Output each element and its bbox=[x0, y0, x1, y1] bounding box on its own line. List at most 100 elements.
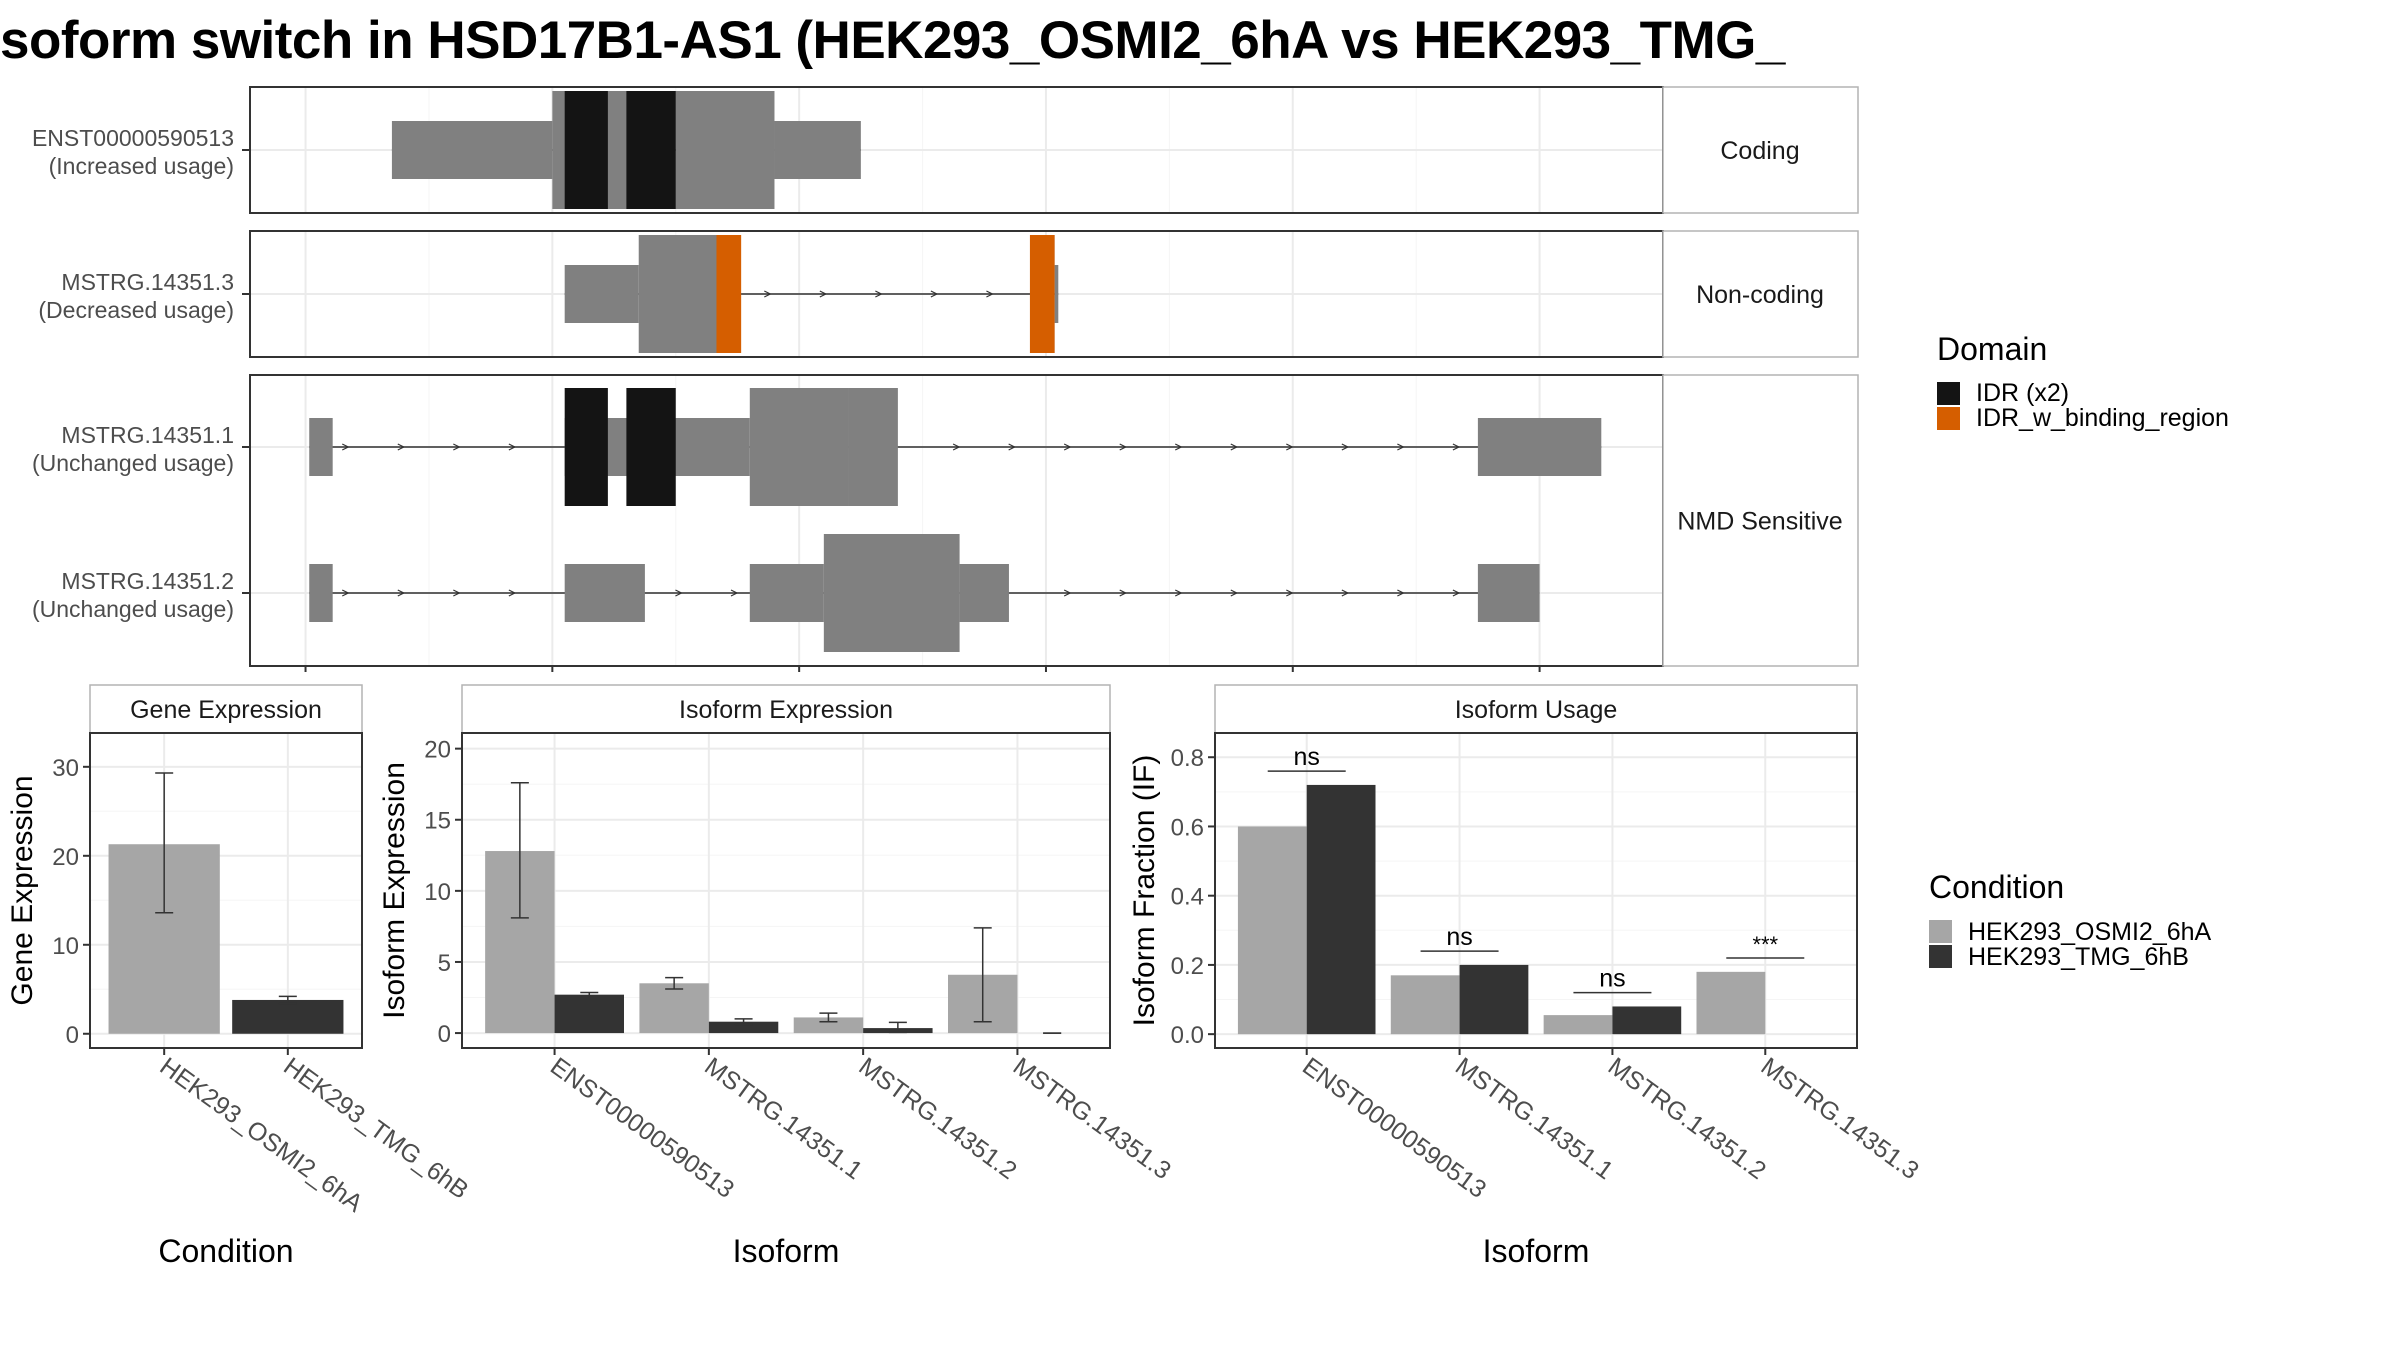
y-tick-label: 0.8 bbox=[1171, 745, 1204, 772]
exon-block bbox=[638, 235, 732, 353]
bar bbox=[639, 983, 709, 1034]
exon-block bbox=[848, 388, 898, 506]
exon-block bbox=[823, 534, 960, 652]
exon-block bbox=[564, 564, 645, 622]
exon-block bbox=[774, 121, 861, 179]
bar bbox=[1696, 971, 1766, 1035]
panel-frame bbox=[1214, 732, 1858, 1049]
intron-arrow bbox=[508, 589, 517, 597]
legend-label: IDR (x2) bbox=[1976, 379, 2069, 407]
strip-label: Gene Expression bbox=[130, 696, 322, 724]
intron-arrow bbox=[1452, 443, 1461, 451]
strip-box bbox=[1662, 86, 1859, 214]
domain-block bbox=[564, 388, 608, 506]
isoform-label: MSTRG.14351.2 bbox=[61, 568, 234, 594]
intron-arrow bbox=[952, 443, 961, 451]
x-axis-title: Isoform bbox=[733, 1233, 840, 1269]
intron-arrow bbox=[1008, 443, 1016, 451]
bar bbox=[793, 1017, 864, 1034]
strip-label: Isoform Usage bbox=[1455, 696, 1618, 724]
exon-block bbox=[959, 564, 1009, 622]
isoform-label: MSTRG.14351.3 bbox=[61, 269, 234, 295]
intron-arrow bbox=[1063, 443, 1072, 451]
isoform-usage-label: (Unchanged usage) bbox=[32, 450, 234, 476]
bar bbox=[708, 1021, 779, 1034]
y-tick-label: 0.0 bbox=[1171, 1022, 1204, 1049]
significance-label: *** bbox=[1752, 932, 1778, 957]
intron-arrow bbox=[1174, 443, 1183, 451]
y-axis-title: Isoform Fraction (IF) bbox=[1128, 755, 1161, 1027]
y-tick-label: 0 bbox=[438, 1021, 451, 1048]
figure-title: soform switch in HSD17B1-AS1 (HEK293_OSM… bbox=[0, 11, 1785, 70]
y-tick-label: 20 bbox=[52, 844, 79, 871]
intron-arrow bbox=[1397, 443, 1405, 451]
intron-arrow bbox=[508, 443, 517, 451]
intron-arrow bbox=[1230, 443, 1239, 451]
strip-box bbox=[1662, 230, 1859, 358]
intron-arrow bbox=[930, 290, 939, 298]
exon-block bbox=[309, 564, 333, 622]
y-axis-title: Gene Expression bbox=[6, 775, 39, 1005]
intron-arrow bbox=[764, 290, 772, 298]
bar bbox=[1612, 1006, 1682, 1035]
intron-arrow bbox=[675, 589, 683, 597]
x-tick-label: MSTRG.14351.2 bbox=[854, 1052, 1022, 1185]
x-tick-label: HEK293_OSMI2_6hA bbox=[155, 1052, 368, 1218]
legend-title-domain: Domain bbox=[1937, 331, 2047, 367]
domain-block bbox=[716, 235, 742, 353]
strip-label: Coding bbox=[1720, 137, 1799, 165]
domain-block bbox=[564, 91, 608, 209]
isoform-usage-label: (Decreased usage) bbox=[38, 297, 234, 323]
x-tick-label: MSTRG.14351.2 bbox=[1603, 1052, 1771, 1185]
bar bbox=[232, 999, 344, 1034]
intron-arrow bbox=[1341, 443, 1350, 451]
domain-block bbox=[1029, 235, 1055, 353]
intron-arrow bbox=[1119, 589, 1128, 597]
domain-block bbox=[626, 388, 676, 506]
strip-box bbox=[461, 684, 1111, 734]
legend-swatch bbox=[1937, 407, 1960, 430]
y-tick-label: 30 bbox=[52, 755, 79, 782]
exon-block bbox=[749, 564, 824, 622]
x-tick-label: MSTRG.14351.3 bbox=[1756, 1052, 1924, 1185]
y-tick-label: 0.6 bbox=[1171, 814, 1204, 841]
legend-label: HEK293_OSMI2_6hA bbox=[1968, 918, 2212, 946]
x-tick-label: MSTRG.14351.3 bbox=[1008, 1052, 1176, 1185]
domain-block bbox=[626, 91, 676, 209]
y-tick-label: 10 bbox=[424, 879, 451, 906]
isoform-label: MSTRG.14351.1 bbox=[61, 422, 234, 448]
exon-block bbox=[309, 418, 333, 476]
y-tick-label: 20 bbox=[424, 737, 451, 764]
exon-block bbox=[564, 265, 639, 323]
exon-block bbox=[749, 388, 849, 506]
intron-arrow bbox=[986, 290, 994, 298]
exon-block bbox=[1477, 418, 1602, 476]
exon-block bbox=[391, 121, 553, 179]
y-tick-label: 10 bbox=[52, 933, 79, 960]
bar bbox=[1306, 784, 1376, 1035]
intron-arrow bbox=[397, 589, 406, 597]
significance-label: ns bbox=[1294, 743, 1320, 771]
intron-arrow bbox=[1063, 589, 1072, 597]
intron-arrow bbox=[1452, 589, 1461, 597]
bar bbox=[1543, 1015, 1613, 1035]
legend-title-condition: Condition bbox=[1929, 869, 2064, 905]
bar bbox=[554, 994, 624, 1034]
intron-arrow bbox=[341, 443, 350, 451]
x-axis-title: Isoform bbox=[1483, 1233, 1590, 1269]
legend-swatch bbox=[1937, 382, 1960, 405]
significance-label: ns bbox=[1599, 965, 1625, 993]
strip-box bbox=[89, 684, 363, 734]
x-tick-label: MSTRG.14351.1 bbox=[1450, 1052, 1618, 1185]
bar bbox=[1237, 826, 1307, 1035]
intron-arrow bbox=[341, 589, 350, 597]
x-axis-title: Condition bbox=[158, 1233, 293, 1269]
exon-block bbox=[1054, 265, 1059, 323]
intron-arrow bbox=[875, 290, 883, 298]
isoform-usage-label: (Unchanged usage) bbox=[32, 596, 234, 622]
bar bbox=[1390, 975, 1460, 1035]
strip-label: Non-coding bbox=[1696, 281, 1824, 309]
panel-frame bbox=[89, 732, 363, 1049]
legend-swatch bbox=[1929, 920, 1952, 943]
